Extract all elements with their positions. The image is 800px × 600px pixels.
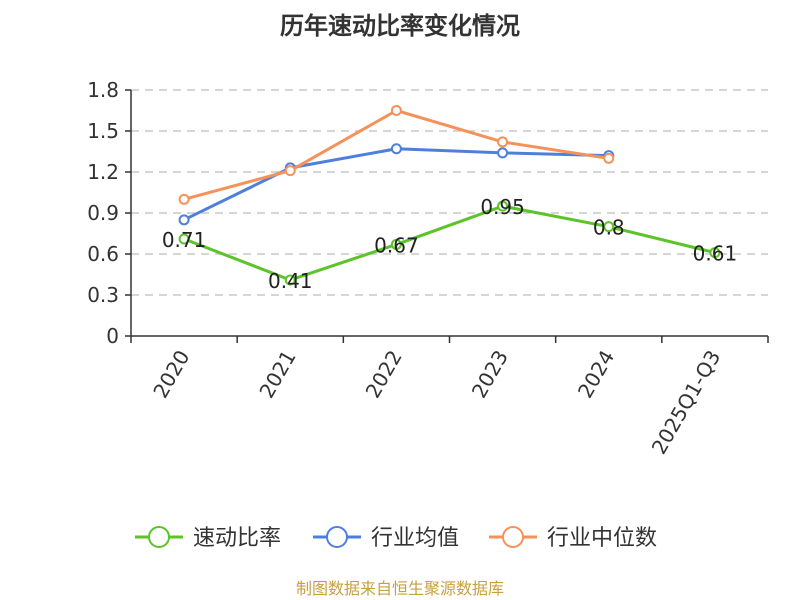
data-point (390, 105, 402, 116)
x-tick-label: 2020 (148, 346, 194, 402)
data-label: 0.61 (693, 242, 738, 266)
data-label: 0.8 (593, 216, 625, 240)
data-point (178, 233, 190, 245)
axes: 0 0.3 0.6 0.9 1.2 1.5 1.8 2020 2021 2022 2023 2024 2… (87, 78, 769, 458)
legend: 速动比率 行业均值 行业中位数 (135, 526, 657, 551)
legend-item[interactable]: 行业均值 (313, 526, 459, 551)
data-point (709, 247, 721, 259)
x-tick-label: 2022 (361, 346, 407, 402)
data-point (178, 193, 190, 205)
legend-marker-icon (326, 526, 348, 548)
x-tick-label: 2021 (254, 346, 300, 402)
data-point (497, 136, 509, 148)
data-point (178, 214, 190, 226)
grid-lines (131, 89, 768, 296)
y-tick-label: 0.6 (87, 242, 119, 266)
series-layer: 0.71 0.41 0.67 0.95 0.8 0.61 (162, 105, 738, 293)
x-tick-label: 2025Q1-Q3 (647, 346, 726, 458)
data-point (390, 238, 402, 250)
y-tick-label: 0.3 (87, 283, 119, 307)
series-line-0 (183, 204, 716, 282)
source-note: 制图数据来自恒生聚源数据库 (296, 579, 504, 598)
data-point (284, 165, 296, 177)
y-tick-label: 1.5 (87, 119, 119, 143)
legend-item[interactable]: 速动比率 (135, 526, 281, 551)
y-tick-label: 1.8 (87, 78, 119, 102)
data-point (497, 147, 509, 159)
data-point (603, 152, 615, 164)
chart-title: 历年速动比率变化情况 (280, 12, 520, 40)
series-line-1 (183, 147, 609, 222)
legend-marker-icon (502, 526, 524, 548)
legend-marker-icon (148, 526, 170, 548)
x-tick-label: 2023 (467, 346, 513, 402)
y-tick-label: 0.9 (87, 201, 119, 225)
y-tick-label: 0 (106, 324, 119, 348)
data-label: 0.95 (480, 195, 525, 219)
data-point (603, 221, 615, 233)
data-label: 0.71 (162, 228, 207, 252)
legend-label: 行业均值 (371, 526, 459, 551)
legend-label: 速动比率 (193, 526, 281, 551)
y-tick-label: 1.2 (87, 160, 119, 184)
data-label: 0.41 (268, 269, 313, 293)
data-label: 0.67 (374, 233, 419, 257)
legend-item[interactable]: 行业中位数 (489, 526, 657, 551)
data-point (390, 143, 402, 155)
x-tick-label: 2024 (573, 346, 619, 402)
data-point (284, 274, 296, 286)
data-point (497, 200, 509, 212)
legend-label: 行业中位数 (547, 526, 657, 551)
